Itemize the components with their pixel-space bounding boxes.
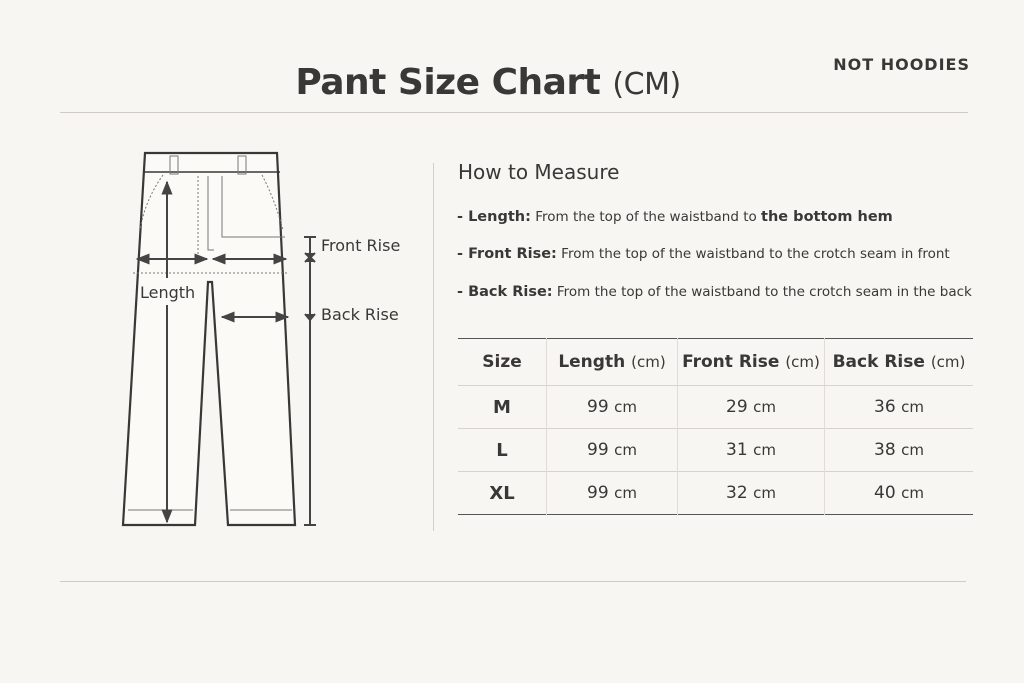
table-row: L 99 cm 31 cm 38 cm xyxy=(458,428,973,472)
instruction-length: - Length: From the top of the waistband … xyxy=(457,209,893,225)
value: 40 xyxy=(874,483,896,503)
pants-details xyxy=(128,155,292,511)
cell-length: 99 cm xyxy=(546,471,678,515)
measure-arrows xyxy=(135,180,316,526)
cell-length: 99 cm xyxy=(546,428,678,472)
term: - Front Rise: xyxy=(457,246,557,262)
unit: cm xyxy=(753,398,776,416)
header-unit: (cm) xyxy=(631,353,666,371)
unit: cm xyxy=(614,441,637,459)
header-label: Back Rise xyxy=(832,352,925,372)
header-size: Size xyxy=(458,338,547,386)
unit: cm xyxy=(901,484,924,502)
text: From the top of the waistband to the cro… xyxy=(561,246,950,262)
header-unit: (cm) xyxy=(785,353,820,371)
instruction-front-rise: - Front Rise: From the top of the waistb… xyxy=(457,246,950,262)
value: 38 xyxy=(874,440,896,460)
pants-outline xyxy=(121,151,297,527)
unit: cm xyxy=(614,398,637,416)
header-label: Length xyxy=(558,352,626,372)
cell-front-rise: 29 cm xyxy=(677,385,825,429)
instruction-back-rise: - Back Rise: From the top of the waistba… xyxy=(457,284,972,300)
header-unit: (cm) xyxy=(930,353,966,371)
value: 99 xyxy=(587,440,609,460)
value: 31 xyxy=(726,440,748,460)
cell-back-rise: 38 cm xyxy=(824,428,973,472)
vertical-divider xyxy=(433,163,434,531)
back-rise-label: Back Rise xyxy=(321,305,399,324)
value: 32 xyxy=(726,483,748,503)
text: From the top of the waistband to the cro… xyxy=(556,284,972,300)
how-to-measure-title: How to Measure xyxy=(458,160,620,184)
header-label: Size xyxy=(482,352,522,372)
header-front-rise: Front Rise (cm) xyxy=(677,338,825,386)
page-title: Pant Size Chart (CM) xyxy=(0,62,976,103)
value: 99 xyxy=(587,397,609,417)
length-label: Length xyxy=(140,283,196,302)
cell-back-rise: 36 cm xyxy=(824,385,973,429)
cell-back-rise: 40 cm xyxy=(824,471,973,515)
front-rise-label: Front Rise xyxy=(321,236,401,255)
value: 36 xyxy=(874,397,896,417)
header-length: Length (cm) xyxy=(546,338,678,386)
title-text: Pant Size Chart xyxy=(295,62,601,103)
header-label: Front Rise xyxy=(682,352,780,372)
table-row: XL 99 cm 32 cm 40 cm xyxy=(458,471,973,515)
bottom-divider xyxy=(60,581,966,582)
cell-size: L xyxy=(458,428,547,472)
unit: cm xyxy=(901,441,924,459)
cell-size: M xyxy=(493,396,511,418)
value: 99 xyxy=(587,483,609,503)
cell-length: 99 cm xyxy=(546,385,678,429)
table-row: M 99 cm 29 cm 36 cm xyxy=(458,385,973,429)
brand-label: NOT HOODIES xyxy=(833,55,970,74)
unit: cm xyxy=(753,484,776,502)
cell-front-rise: 31 cm xyxy=(677,428,825,472)
pants-diagram xyxy=(121,151,316,527)
term: - Back Rise: xyxy=(457,284,553,300)
unit: cm xyxy=(614,484,637,502)
top-divider xyxy=(60,112,968,113)
bold-tail: the bottom hem xyxy=(761,209,893,225)
text: From the top of the waistband to xyxy=(535,209,762,225)
title-unit: (CM) xyxy=(612,67,681,102)
cell-front-rise: 32 cm xyxy=(677,471,825,515)
cell-size: XL xyxy=(458,471,547,515)
unit: cm xyxy=(901,398,924,416)
term: - Length: xyxy=(457,209,531,225)
unit: cm xyxy=(753,441,776,459)
table-header-row: Size Length (cm) Front Rise (cm) Back Ri… xyxy=(458,338,973,386)
size-table: Size Length (cm) Front Rise (cm) Back Ri… xyxy=(458,338,973,515)
value: 29 xyxy=(726,397,748,417)
header-back-rise: Back Rise (cm) xyxy=(824,338,973,386)
